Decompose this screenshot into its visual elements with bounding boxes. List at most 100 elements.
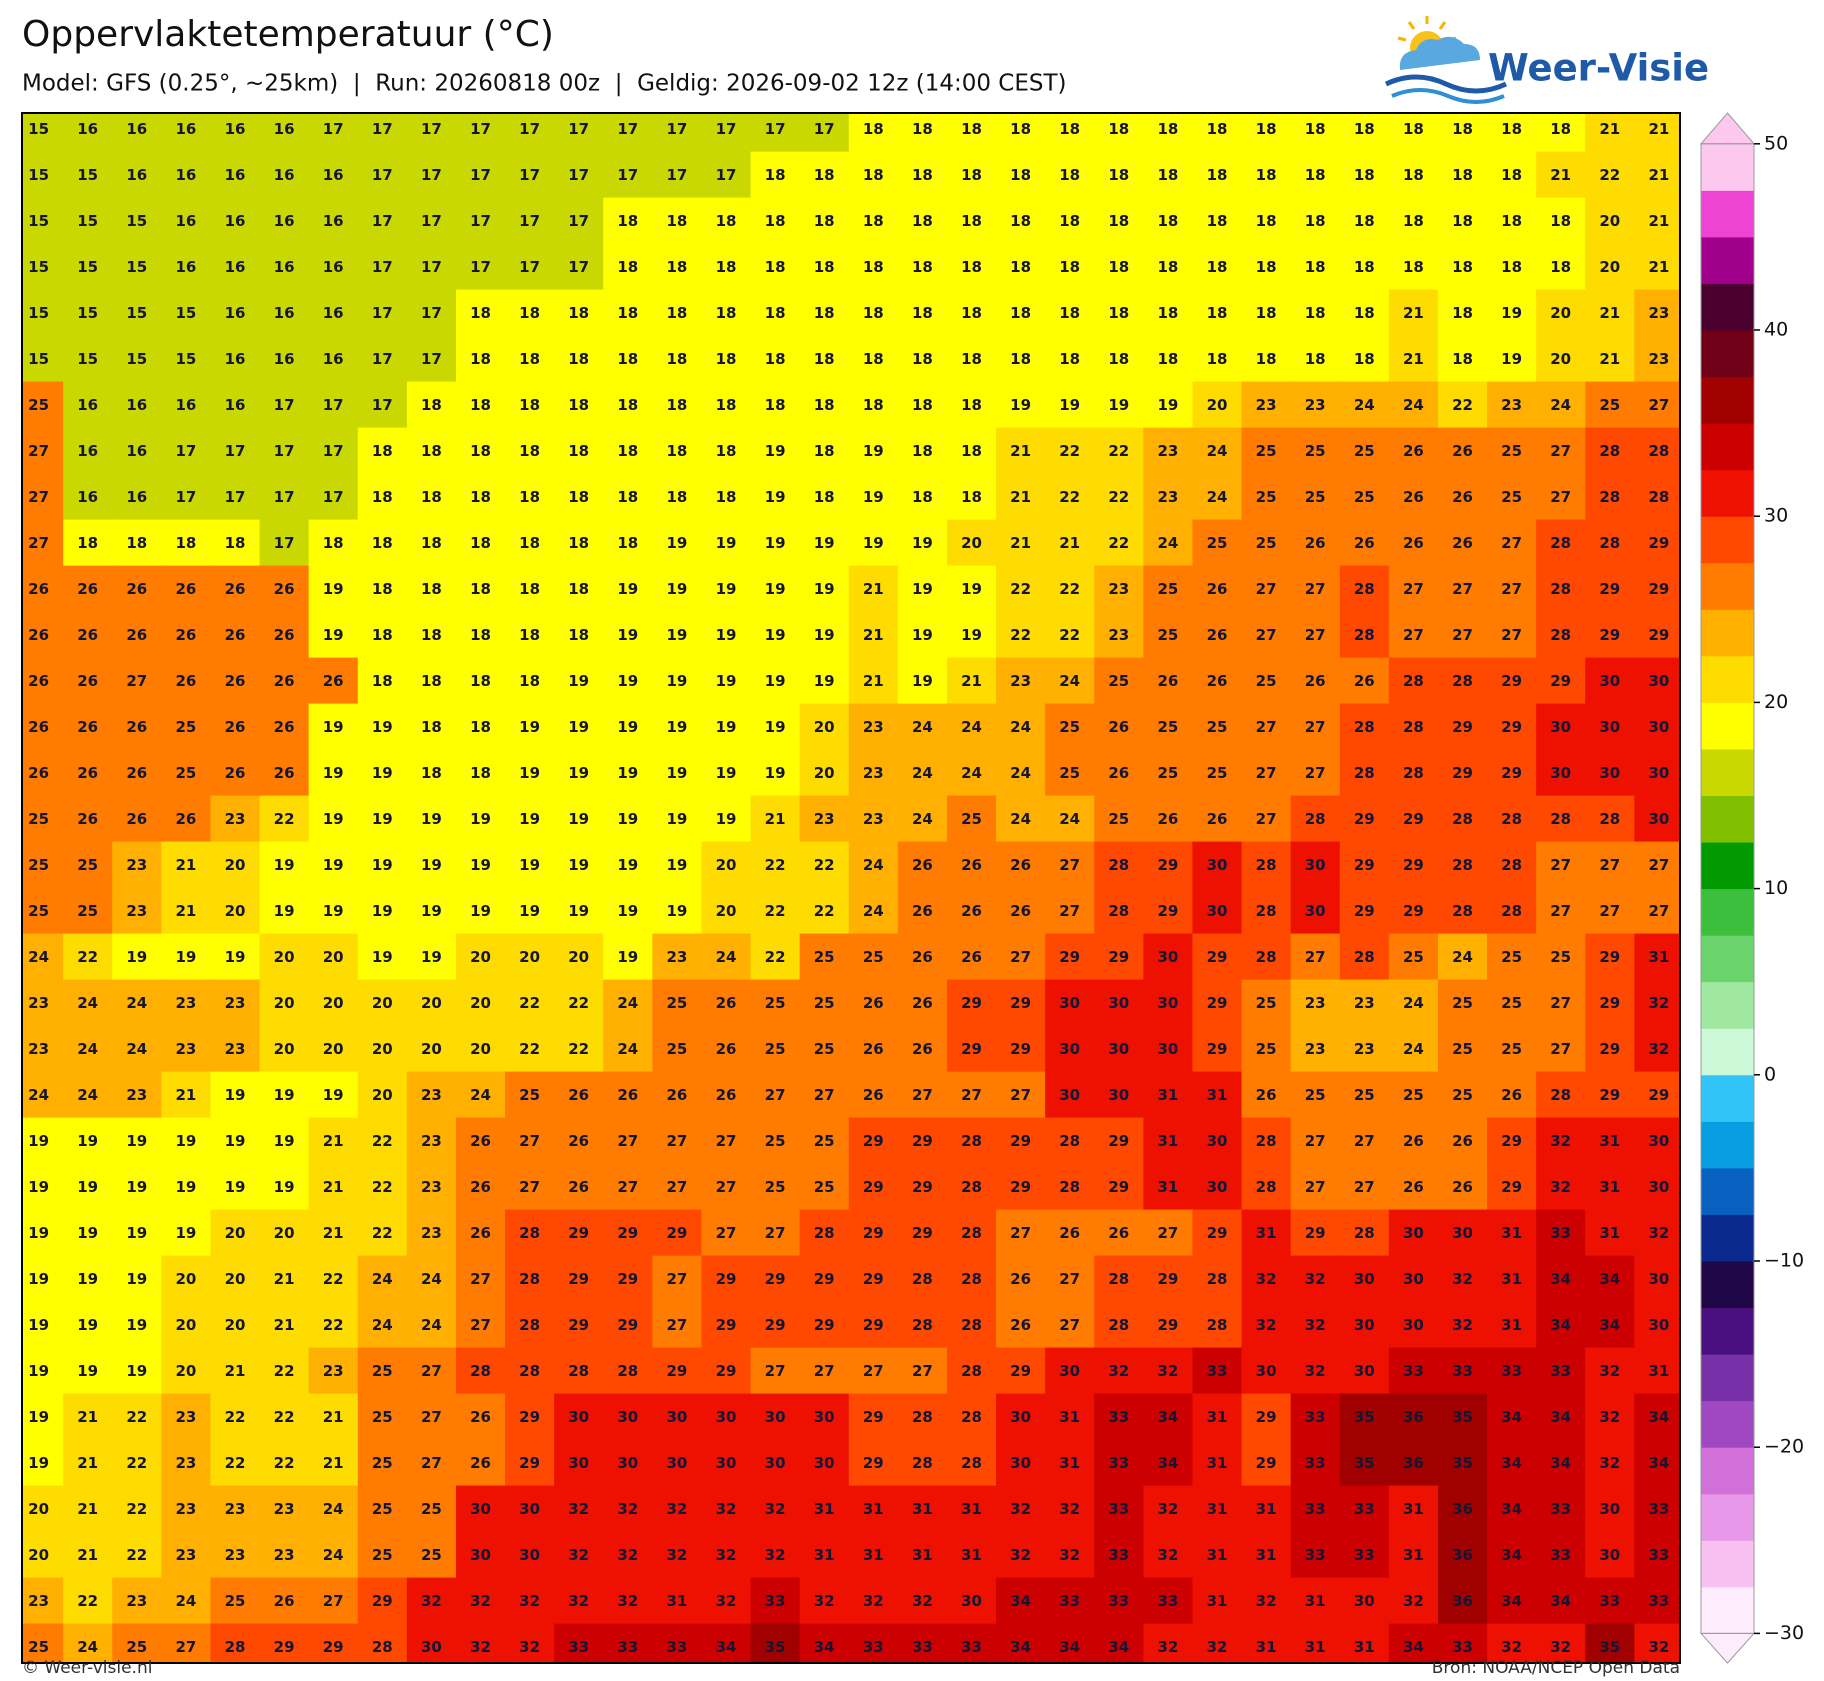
temperature-value: 23 bbox=[225, 994, 246, 1012]
temperature-cell bbox=[1388, 1117, 1439, 1165]
temperature-cell bbox=[112, 1163, 162, 1211]
temperature-cell bbox=[1094, 113, 1144, 153]
temperature-value: 26 bbox=[912, 948, 933, 966]
temperature-value: 32 bbox=[1452, 1270, 1473, 1288]
temperature-cell bbox=[799, 1163, 850, 1211]
temperature-value: 33 bbox=[1501, 1362, 1522, 1380]
temperature-value: 20 bbox=[225, 1224, 246, 1242]
temperature-cell bbox=[554, 1347, 604, 1395]
temperature-cell bbox=[455, 841, 506, 889]
temperature-value: 26 bbox=[1403, 1178, 1424, 1196]
temperature-value: 35 bbox=[1354, 1408, 1375, 1426]
temperature-cell bbox=[1536, 1347, 1586, 1395]
temperature-value: 19 bbox=[863, 442, 884, 460]
temperature-value: 19 bbox=[77, 1316, 98, 1334]
temperature-value: 25 bbox=[765, 994, 786, 1012]
temperature-cell bbox=[63, 151, 113, 199]
temperature-value: 29 bbox=[863, 1270, 884, 1288]
temperature-cell bbox=[1290, 841, 1341, 889]
temperature-value: 26 bbox=[28, 764, 49, 782]
temperature-value: 27 bbox=[666, 1316, 687, 1334]
temperature-value: 21 bbox=[77, 1546, 98, 1564]
temperature-cell bbox=[1290, 1439, 1341, 1487]
temperature-cell bbox=[1241, 933, 1292, 981]
temperature-cell bbox=[1143, 473, 1194, 521]
temperature-value: 23 bbox=[175, 1040, 196, 1058]
temperature-value: 15 bbox=[126, 350, 147, 368]
temperature-cell bbox=[1585, 335, 1635, 383]
temperature-cell bbox=[1290, 887, 1341, 935]
temperature-value: 17 bbox=[323, 488, 344, 506]
temperature-value: 16 bbox=[126, 488, 147, 506]
temperature-cell bbox=[1487, 1255, 1537, 1303]
temperature-cell bbox=[554, 113, 604, 153]
temperature-value: 27 bbox=[814, 1086, 835, 1104]
temperature-value: 32 bbox=[1157, 1362, 1178, 1380]
temperature-cell bbox=[259, 749, 310, 797]
temperature-value: 27 bbox=[1354, 1132, 1375, 1150]
temperature-cell bbox=[22, 1393, 64, 1441]
temperature-value: 31 bbox=[1256, 1546, 1277, 1564]
temperature-value: 22 bbox=[225, 1408, 246, 1426]
temperature-value: 25 bbox=[1157, 580, 1178, 598]
temperature-cell bbox=[848, 841, 899, 889]
temperature-value: 25 bbox=[77, 902, 98, 920]
temperature-cell bbox=[357, 1209, 408, 1257]
colorbar-band bbox=[1701, 1028, 1754, 1076]
temperature-value: 28 bbox=[1354, 1224, 1375, 1242]
temperature-value: 16 bbox=[274, 258, 295, 276]
temperature-value: 19 bbox=[912, 580, 933, 598]
temperature-value: 29 bbox=[1256, 1454, 1277, 1472]
temperature-cell bbox=[1536, 113, 1586, 153]
temperature-cell bbox=[161, 473, 212, 521]
temperature-value: 19 bbox=[814, 580, 835, 598]
temperature-value: 18 bbox=[1256, 166, 1277, 184]
temperature-cell bbox=[1045, 1117, 1095, 1165]
footer-left: © Weer-visie.nl bbox=[22, 1658, 152, 1678]
temperature-value: 27 bbox=[1599, 856, 1620, 874]
temperature-value: 22 bbox=[274, 810, 295, 828]
temperature-cell bbox=[210, 703, 261, 751]
temperature-value: 18 bbox=[470, 350, 491, 368]
temperature-cell bbox=[63, 611, 113, 659]
temperature-cell bbox=[308, 1255, 359, 1303]
temperature-value: 19 bbox=[323, 626, 344, 644]
temperature-value: 23 bbox=[28, 994, 49, 1012]
temperature-value: 23 bbox=[225, 1546, 246, 1564]
temperature-value: 19 bbox=[617, 764, 638, 782]
temperature-value: 33 bbox=[912, 1638, 933, 1656]
temperature-cell bbox=[308, 1025, 359, 1073]
temperature-value: 18 bbox=[568, 580, 589, 598]
temperature-cell bbox=[112, 289, 162, 337]
temperature-value: 19 bbox=[961, 580, 982, 598]
temperature-cell bbox=[455, 1163, 506, 1211]
temperature-value: 26 bbox=[126, 810, 147, 828]
temperature-value: 25 bbox=[519, 1086, 540, 1104]
temperature-cell bbox=[848, 1209, 899, 1257]
temperature-value: 19 bbox=[175, 1178, 196, 1196]
temperature-value: 30 bbox=[716, 1408, 737, 1426]
temperature-value: 33 bbox=[1403, 1362, 1424, 1380]
temperature-value: 19 bbox=[863, 488, 884, 506]
temperature-value: 26 bbox=[1354, 672, 1375, 690]
temperature-cell bbox=[750, 611, 801, 659]
temperature-value: 28 bbox=[1354, 948, 1375, 966]
temperature-value: 18 bbox=[814, 396, 835, 414]
temperature-cell bbox=[406, 1255, 457, 1303]
temperature-value: 33 bbox=[1354, 1546, 1375, 1564]
temperature-cell bbox=[505, 657, 555, 705]
temperature-cell bbox=[112, 473, 162, 521]
temperature-cell bbox=[1094, 335, 1144, 383]
temperature-cell bbox=[505, 1255, 555, 1303]
temperature-value: 22 bbox=[372, 1132, 393, 1150]
temperature-cell bbox=[1585, 1439, 1635, 1487]
temperature-cell bbox=[1536, 1439, 1586, 1487]
temperature-cell bbox=[554, 1071, 604, 1119]
temperature-cell bbox=[799, 1071, 850, 1119]
colorbar-tick-label: 0 bbox=[1764, 1063, 1776, 1085]
temperature-value: 28 bbox=[1108, 902, 1129, 920]
temperature-value: 15 bbox=[126, 258, 147, 276]
temperature-cell bbox=[357, 427, 408, 475]
temperature-cell bbox=[210, 151, 261, 199]
